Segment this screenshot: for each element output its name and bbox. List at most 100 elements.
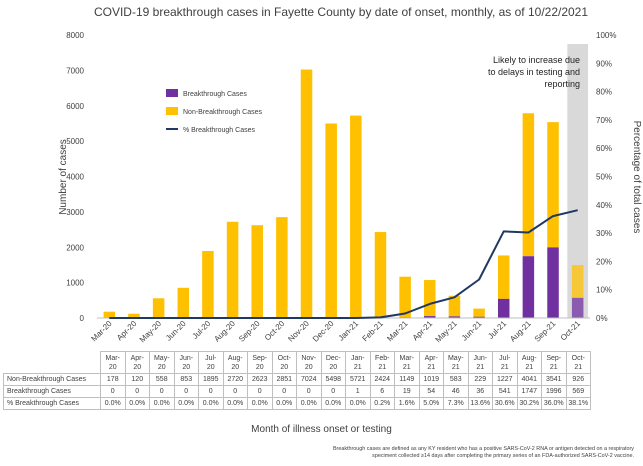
table-cell: 0 bbox=[198, 385, 224, 398]
bar-non-breakthrough bbox=[300, 69, 313, 318]
table-cell: 0.0% bbox=[222, 397, 248, 410]
x-tick-label: Apr-21 bbox=[411, 319, 435, 343]
table-header-cell: Aug- 20 bbox=[222, 351, 248, 374]
table-header-cell: Sep- 20 bbox=[247, 351, 273, 374]
y-left-tick-label: 4000 bbox=[66, 173, 84, 182]
x-tick-label: Mar-20 bbox=[89, 319, 114, 344]
y-right-tick-label: 20% bbox=[596, 257, 612, 266]
table-cell: 36 bbox=[467, 385, 493, 398]
x-tick-label: Mar-21 bbox=[385, 319, 410, 344]
table-row-label: Breakthrough Cases bbox=[3, 385, 101, 398]
table-cell: 1996 bbox=[541, 385, 567, 398]
y-left-tick-label: 6000 bbox=[66, 102, 84, 111]
table-cell: 0.0% bbox=[345, 397, 371, 410]
table-cell: 2720 bbox=[222, 373, 248, 386]
table-cell: 0.0% bbox=[271, 397, 297, 410]
table-header-cell: May- 20 bbox=[149, 351, 175, 374]
table-cell: 36.0% bbox=[541, 397, 567, 410]
table-cell: 2623 bbox=[247, 373, 273, 386]
table-cell: 0.2% bbox=[369, 397, 395, 410]
y-left-tick-label: 7000 bbox=[66, 66, 84, 75]
y-right-tick-label: 70% bbox=[596, 116, 612, 125]
table-cell: 4041 bbox=[516, 373, 542, 386]
table-cell: 178 bbox=[100, 373, 126, 386]
bar-non-breakthrough bbox=[522, 113, 535, 257]
table-cell: 30.6% bbox=[492, 397, 518, 410]
table-header-cell: Jun- 21 bbox=[467, 351, 493, 374]
table-header-cell: May- 21 bbox=[443, 351, 469, 374]
footnote-line-1: Breakthrough cases are defined as any KY… bbox=[332, 446, 634, 452]
table-cell: 229 bbox=[467, 373, 493, 386]
bar-non-breakthrough bbox=[374, 232, 387, 318]
table-cell: 54 bbox=[418, 385, 444, 398]
table-row: Non-Breakthrough Cases 178 120 558 853 1895 27… bbox=[3, 373, 591, 386]
table-cell: 0.0% bbox=[198, 397, 224, 410]
x-tick-label: Dec-20 bbox=[311, 319, 336, 344]
table-cell: 0.0% bbox=[124, 397, 150, 410]
x-tick-label: May-20 bbox=[138, 319, 164, 345]
y-left-tick-label: 0 bbox=[80, 314, 85, 323]
table-header-cell: Apr- 21 bbox=[418, 351, 444, 374]
table-cell: 3541 bbox=[541, 373, 567, 386]
bar-breakthrough bbox=[473, 316, 485, 318]
bar-breakthrough bbox=[497, 298, 510, 318]
table-cell: 0.0% bbox=[100, 397, 126, 410]
bars bbox=[103, 69, 584, 319]
table-header-cell: Oct- 21 bbox=[565, 351, 591, 374]
table-cell: 46 bbox=[443, 385, 469, 398]
y-right-tick-label: 30% bbox=[596, 229, 612, 238]
bar-non-breakthrough bbox=[399, 276, 411, 318]
x-tick-label: Jan-21 bbox=[337, 319, 361, 343]
table-header-cell: Apr- 20 bbox=[124, 351, 150, 374]
bar-breakthrough bbox=[522, 256, 535, 318]
table-header-row: Mar- 20 Apr- 20 May- 20 Jun- 20 Jul- 20 Aug- 20 Sep-… bbox=[3, 351, 591, 374]
bar-non-breakthrough bbox=[251, 225, 263, 318]
y-right-tick-label: 90% bbox=[596, 59, 612, 68]
y-left-ticks: 0 1000 2000 3000 4000 5000 6000 7000 8000 bbox=[66, 31, 84, 323]
table-cell: 0 bbox=[100, 385, 126, 398]
table-cell: 0 bbox=[124, 385, 150, 398]
y-left-tick-label: 8000 bbox=[66, 31, 84, 40]
x-tick-label: Jul-21 bbox=[486, 319, 508, 341]
y-left-tick-label: 3000 bbox=[66, 208, 84, 217]
bar-breakthrough bbox=[448, 316, 461, 318]
table-cell: 558 bbox=[149, 373, 175, 386]
table-cell: 1227 bbox=[492, 373, 518, 386]
x-tick-label: Oct-21 bbox=[559, 319, 583, 343]
x-tick-label: Apr-20 bbox=[115, 319, 139, 343]
bar-non-breakthrough bbox=[226, 221, 239, 318]
data-table: Mar- 20 Apr- 20 May- 20 Jun- 20 Jul- 20 Aug- 20 Sep-… bbox=[3, 351, 591, 410]
table-row: % Breakthrough Cases 0.0% 0.0% 0.0% 0.0% 0.0%… bbox=[3, 397, 591, 410]
footnote-line-2: speciment collected ≥14 days after compl… bbox=[372, 453, 634, 459]
y-right-tick-label: 100% bbox=[596, 31, 616, 40]
x-tick-label: Jul-20 bbox=[191, 319, 213, 341]
table-cell: 569 bbox=[565, 385, 591, 398]
bar-non-breakthrough bbox=[424, 280, 436, 317]
footnote: Breakthrough cases are defined as any KY… bbox=[254, 446, 634, 460]
table-header-cell: Dec- 20 bbox=[320, 351, 346, 374]
table-header-cell: Jan- 21 bbox=[345, 351, 371, 374]
annotation-line-2: to delays in testing and bbox=[488, 67, 580, 77]
bar-non-breakthrough bbox=[325, 123, 337, 319]
table-row-label: % Breakthrough Cases bbox=[3, 397, 101, 410]
bar-non-breakthrough bbox=[177, 287, 190, 318]
chart-title: COVID-19 breakthrough cases in Fayette C… bbox=[94, 5, 588, 19]
table-cell: 2424 bbox=[369, 373, 395, 386]
table-cell: 926 bbox=[565, 373, 591, 386]
y-right-axis-label: Percentage of total cases bbox=[631, 121, 642, 234]
y-right-tick-label: 40% bbox=[596, 201, 612, 210]
bar-non-breakthrough bbox=[128, 313, 140, 318]
table-header-cell: Jul- 20 bbox=[198, 351, 224, 374]
pct-series-line bbox=[109, 209, 578, 319]
bar-non-breakthrough bbox=[547, 122, 559, 248]
table-cell: 7024 bbox=[296, 373, 322, 386]
x-tick-label: Jun-20 bbox=[164, 319, 188, 343]
table-cell: 0 bbox=[149, 385, 175, 398]
table-corner bbox=[3, 351, 101, 374]
table-cell: 1895 bbox=[198, 373, 224, 386]
table-cell: 0.0% bbox=[296, 397, 322, 410]
table-cell: 0 bbox=[247, 385, 273, 398]
table-header-cell: Jun- 20 bbox=[173, 351, 199, 374]
table-cell: 583 bbox=[443, 373, 469, 386]
legend: Breakthrough Cases Non-Breakthrough Cases… bbox=[166, 89, 262, 134]
